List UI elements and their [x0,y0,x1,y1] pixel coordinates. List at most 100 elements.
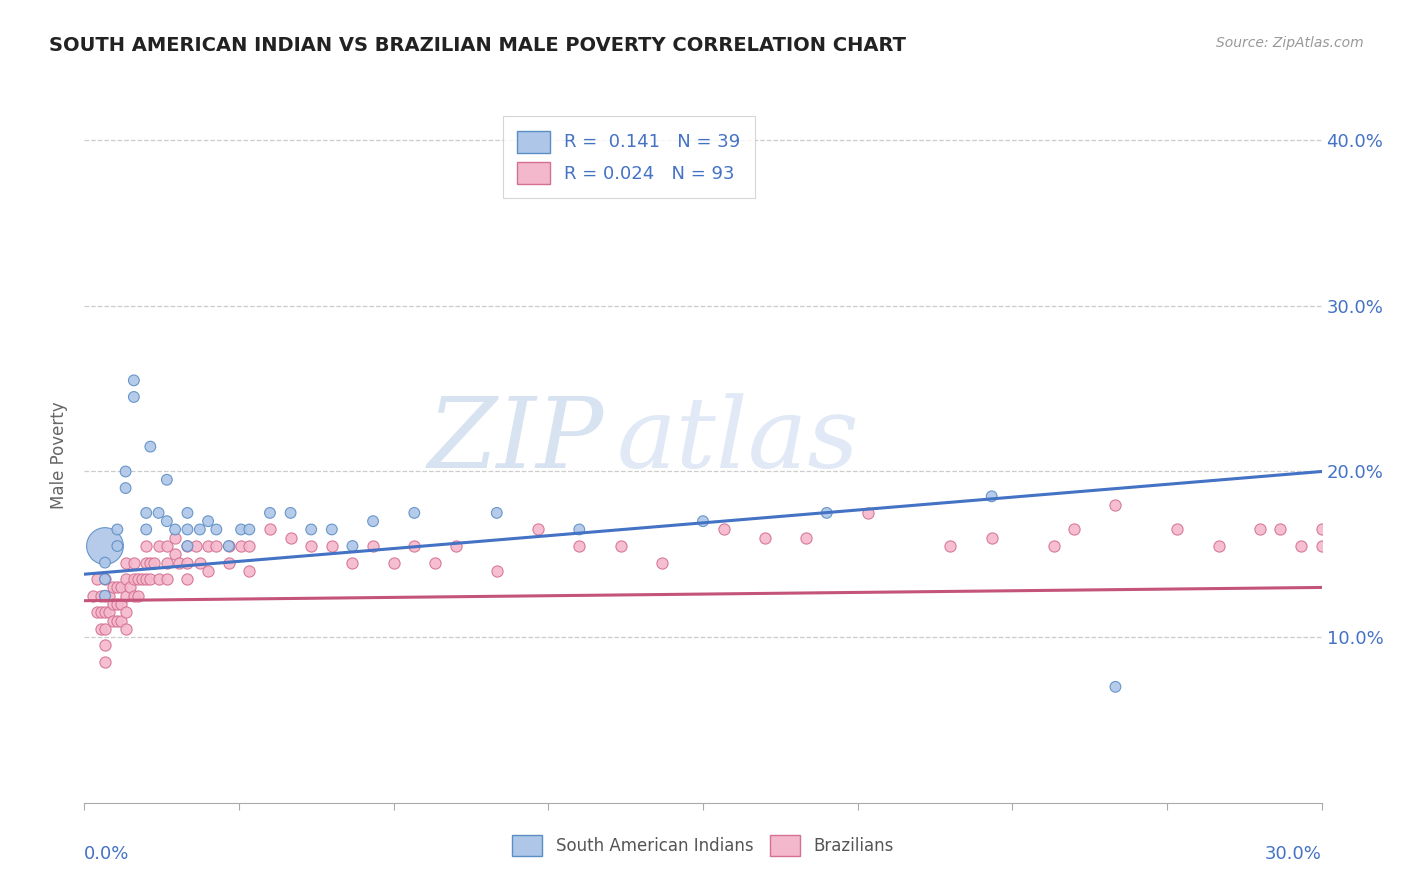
Text: 30.0%: 30.0% [1265,845,1322,863]
Point [980,489,1002,503]
Point [568,523,591,537]
Point [229,523,252,537]
Point [86,572,108,586]
Point [139,440,162,454]
Point [342,539,364,553]
Point [135,556,157,570]
Point [114,572,136,586]
Point [238,564,260,578]
Point [94,556,117,570]
Point [382,556,405,570]
Point [127,572,149,586]
Point [692,514,714,528]
Point [609,539,631,553]
Point [321,539,343,553]
Point [135,523,157,537]
Point [229,539,252,553]
Point [1063,523,1085,537]
Point [103,614,125,628]
Legend: South American Indians, Brazilians: South American Indians, Brazilians [503,827,903,864]
Y-axis label: Male Poverty: Male Poverty [51,401,69,508]
Point [127,589,149,603]
Text: SOUTH AMERICAN INDIAN VS BRAZILIAN MALE POVERTY CORRELATION CHART: SOUTH AMERICAN INDIAN VS BRAZILIAN MALE … [49,36,907,54]
Point [815,506,838,520]
Point [110,614,132,628]
Point [118,581,141,595]
Point [105,539,128,553]
Point [139,556,162,570]
Point [90,589,112,603]
Point [114,605,136,619]
Point [90,605,112,619]
Point [1249,523,1271,537]
Point [94,639,117,653]
Point [135,539,157,553]
Point [794,531,817,545]
Text: atlas: atlas [616,393,859,489]
Point [122,556,145,570]
Point [238,539,260,553]
Point [131,572,153,586]
Point [280,531,302,545]
Point [404,539,426,553]
Point [122,373,145,387]
Point [1042,539,1064,553]
Point [148,572,170,586]
Point [114,589,136,603]
Point [156,514,179,528]
Point [90,622,112,636]
Point [148,539,170,553]
Point [980,531,1002,545]
Point [568,539,591,553]
Point [156,556,179,570]
Point [342,556,364,570]
Point [105,597,128,611]
Point [98,589,121,603]
Point [94,655,117,669]
Point [444,539,467,553]
Point [527,523,550,537]
Point [299,523,322,537]
Point [176,572,198,586]
Point [105,581,128,595]
Point [122,572,145,586]
Point [94,539,117,553]
Point [167,556,190,570]
Point [197,539,219,553]
Point [188,523,211,537]
Text: ZIP: ZIP [427,393,605,489]
Point [86,605,108,619]
Point [218,556,240,570]
Point [176,539,198,553]
Point [176,506,198,520]
Point [176,523,198,537]
Point [205,523,228,537]
Point [188,556,211,570]
Point [94,589,117,603]
Point [321,523,343,537]
Point [114,622,136,636]
Point [165,523,187,537]
Point [156,572,179,586]
Point [1104,680,1126,694]
Point [94,572,117,586]
Point [139,572,162,586]
Point [110,597,132,611]
Point [165,531,187,545]
Point [94,572,117,586]
Point [156,473,179,487]
Point [1310,539,1333,553]
Point [218,539,240,553]
Point [1104,498,1126,512]
Point [299,539,322,553]
Point [122,589,145,603]
Point [1289,539,1312,553]
Point [105,614,128,628]
Point [94,605,117,619]
Point [135,506,157,520]
Point [1270,523,1292,537]
Point [1310,523,1333,537]
Point [184,539,207,553]
Point [114,556,136,570]
Point [939,539,962,553]
